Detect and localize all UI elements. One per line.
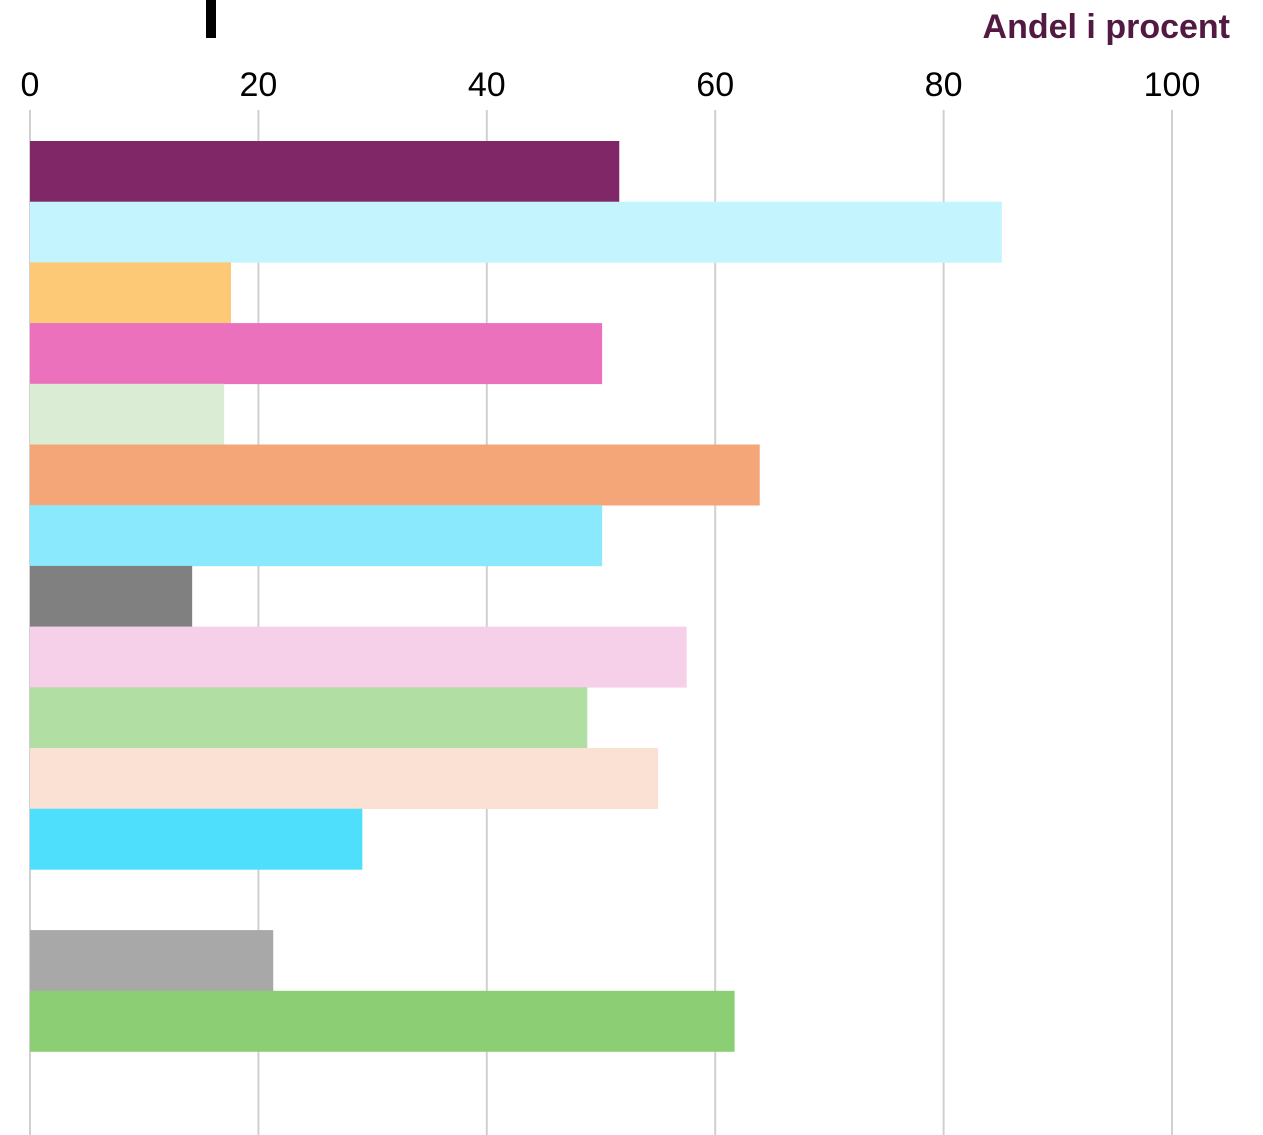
bar	[30, 201, 1002, 263]
bar	[30, 990, 735, 1052]
bars	[30, 141, 1002, 1052]
bar	[30, 505, 603, 567]
cropped-title-fragment	[206, 0, 216, 38]
bar	[30, 323, 603, 385]
bar	[30, 141, 620, 202]
x-tick-label: 60	[696, 66, 734, 104]
x-tick-label: 100	[1144, 66, 1201, 104]
bar	[30, 626, 687, 688]
bar	[30, 262, 231, 324]
x-tick-label: 80	[925, 66, 963, 104]
x-tick-label: 40	[468, 66, 506, 104]
bar	[30, 808, 363, 870]
bar	[30, 444, 760, 506]
x-tick-label: 0	[21, 66, 40, 104]
bar	[30, 687, 588, 749]
x-tick-label: 20	[239, 66, 277, 104]
unit-label: Andel i procent	[983, 8, 1230, 46]
bar	[30, 748, 659, 809]
x-axis-ticks: 0 20 40 60 80 100	[21, 66, 1201, 104]
bar	[30, 383, 225, 445]
bar	[30, 930, 274, 992]
bar	[30, 565, 193, 627]
